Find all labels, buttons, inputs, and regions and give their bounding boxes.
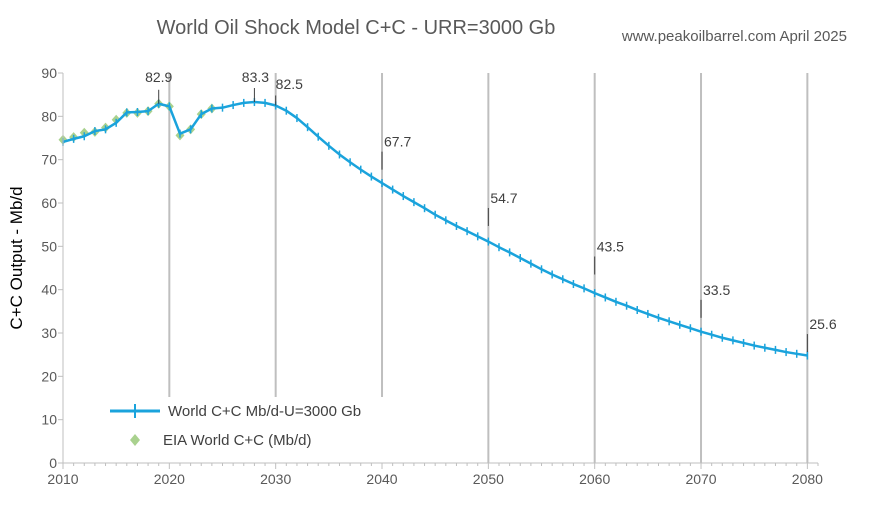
x-tick-label: 2040 — [366, 471, 397, 487]
series-layer — [58, 98, 809, 360]
y-tick-label: 90 — [41, 65, 57, 81]
y-axis-title: C+C Output - Mb/d — [7, 186, 26, 329]
x-tick-label: 2070 — [685, 471, 716, 487]
y-tick-label: 80 — [41, 108, 57, 124]
annotation-label: 43.5 — [597, 239, 624, 255]
grid-layer — [168, 73, 809, 463]
annotation-label: 25.6 — [809, 316, 836, 332]
annotation-layer: 82.9 83.3 82.5 67.7 54.7 43.5 33.5 25.6 — [145, 69, 837, 353]
annotation-label: 33.5 — [703, 282, 730, 298]
x-tick-label: 2020 — [154, 471, 185, 487]
legend-label-eia: EIA World C+C (Mb/d) — [163, 432, 312, 449]
y-tick-label: 60 — [41, 195, 57, 211]
annotation-label: 82.9 — [145, 69, 172, 85]
x-tick-label: 2050 — [473, 471, 504, 487]
x-tick-label: 2080 — [792, 471, 823, 487]
y-tick-label: 40 — [41, 282, 57, 298]
y-tick-label: 30 — [41, 325, 57, 341]
chart-title: World Oil Shock Model C+C - URR=3000 Gb — [157, 17, 556, 39]
source-note: www.peakoilbarrel.com April 2025 — [621, 28, 847, 45]
annotation-label: 82.5 — [276, 76, 303, 92]
y-tick-label: 50 — [41, 238, 57, 254]
y-tick-label: 70 — [41, 152, 57, 168]
legend-diamond-swatch — [130, 434, 140, 446]
annotation-label: 54.7 — [490, 190, 517, 206]
annotation-label: 83.3 — [242, 69, 269, 85]
x-tick-label: 2060 — [579, 471, 610, 487]
annotation-label: 67.7 — [384, 134, 411, 150]
legend-box — [64, 397, 424, 463]
y-tick-label: 0 — [49, 455, 57, 471]
y-tick-label: 20 — [41, 368, 57, 384]
x-tick-label: 2030 — [260, 471, 291, 487]
x-tick-label: 2010 — [47, 471, 78, 487]
legend-label-model: World C+C Mb/d-U=3000 Gb — [168, 403, 361, 420]
legend: World C+C Mb/d-U=3000 Gb EIA World C+C (… — [64, 397, 424, 463]
y-tick-label: 10 — [41, 412, 57, 428]
